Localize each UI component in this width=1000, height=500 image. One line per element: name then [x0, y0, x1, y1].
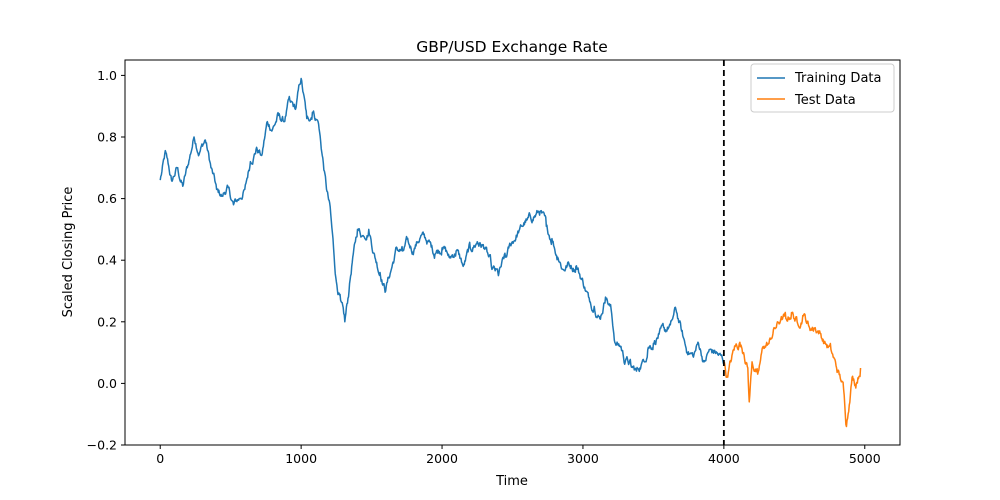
legend-label-test: Test Data — [794, 93, 856, 108]
x-tick-label: 5000 — [849, 451, 881, 466]
x-tick-label: 4000 — [708, 451, 740, 466]
series-line-test — [723, 311, 862, 428]
x-axis: 0 1000 2000 3000 4000 5000 — [156, 445, 881, 466]
x-tick-label: 3000 — [567, 451, 599, 466]
y-tick-label: 0.4 — [97, 253, 117, 268]
y-tick-label: 0.8 — [97, 130, 117, 145]
axes-frame — [124, 59, 901, 446]
legend: Training Data Test Data — [750, 63, 895, 113]
y-axis: −0.2 0.0 0.2 0.4 0.6 0.8 1.0 — [87, 68, 125, 453]
x-tick-label: 1000 — [285, 451, 317, 466]
x-axis-title: Time — [495, 474, 528, 489]
y-tick-label: 0.6 — [97, 191, 117, 206]
x-tick-label: 2000 — [426, 451, 458, 466]
y-tick-label: 0.0 — [97, 376, 117, 391]
x-tick-label: 0 — [156, 451, 164, 466]
y-tick-label: 0.2 — [97, 314, 117, 329]
chart-title: GBP/USD Exchange Rate — [416, 38, 607, 56]
y-tick-label: −0.2 — [87, 438, 117, 453]
y-axis-title: Scaled Closing Price — [61, 187, 76, 318]
legend-box — [750, 63, 895, 113]
series-line-training — [159, 77, 725, 373]
plot-area — [124, 59, 901, 446]
y-tick-label: 1.0 — [97, 68, 117, 83]
legend-label-training: Training Data — [794, 71, 881, 86]
